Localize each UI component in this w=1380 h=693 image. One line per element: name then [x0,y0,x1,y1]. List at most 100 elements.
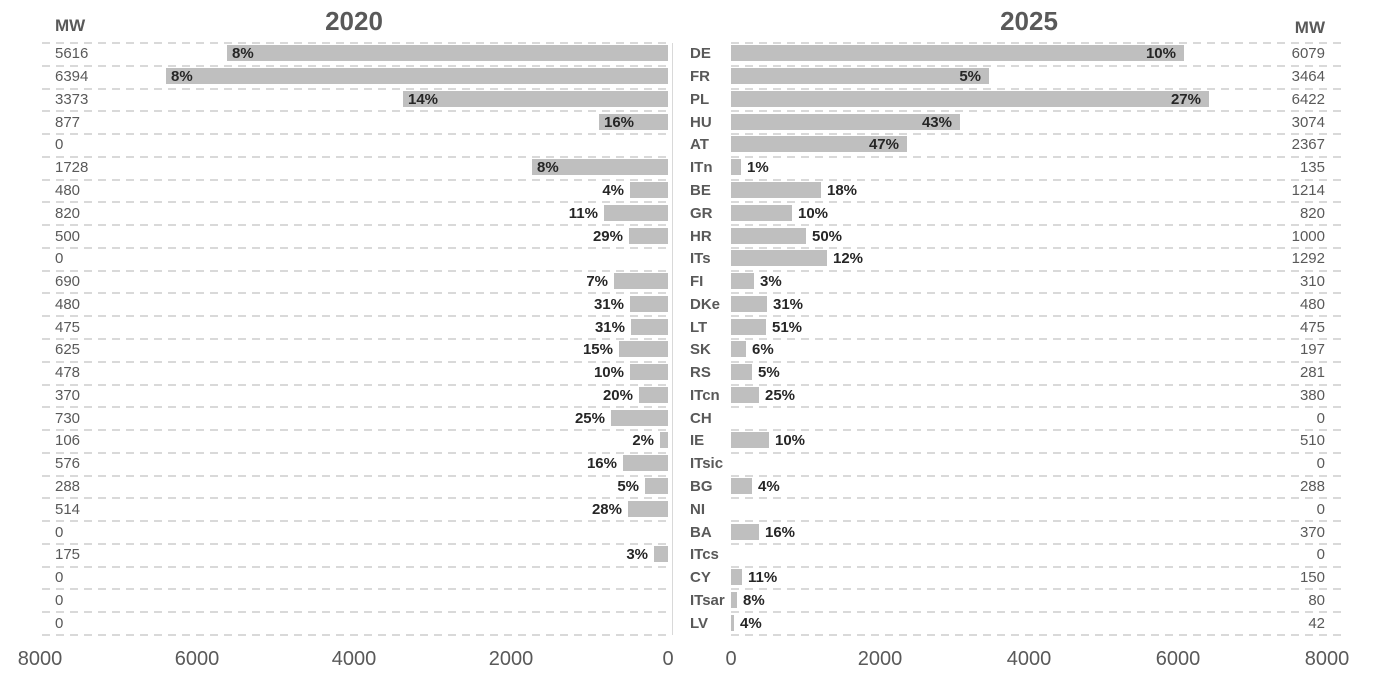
mw-value-2020-BE: 480 [55,182,81,199]
mw-value-2025-LT: 475 [1299,319,1325,336]
bar-2020-ITsic [623,455,668,471]
category-label-HR: HR [690,228,712,245]
gridline-right [731,634,1343,636]
gridline-right [731,201,1343,203]
gridline-right [731,338,1343,340]
gridline-right [731,179,1343,181]
category-label-ITcs: ITcs [690,546,719,563]
gridline-right [731,543,1343,545]
mw-value-2020-AT: 0 [55,136,64,153]
chart-title-2020: 2020 [325,6,383,36]
mw-value-2025-GR: 820 [1299,205,1325,222]
category-label-FR: FR [690,68,710,85]
category-label-PL: PL [690,91,710,108]
mw-value-2025-ITn: 135 [1299,159,1325,176]
pct-label-2025-ITcn: 25% [765,387,796,404]
mw-value-2020-GR: 820 [55,205,81,222]
pct-label-2025-GR: 10% [798,205,829,222]
pct-label-2025-CY: 11% [748,569,778,586]
gridline-left [42,179,672,181]
bar-2025-RS [731,364,752,380]
gridline-right [731,475,1343,477]
bar-2025-DKe [731,296,767,312]
bar-2025-BG [731,478,752,494]
mw-value-2025-FI: 310 [1299,273,1325,290]
pct-label-2025-BA: 16% [765,524,796,541]
mw-value-2020-CH: 730 [55,410,81,427]
pct-label-2025-LT: 51% [772,319,803,336]
bar-2020-FI [614,273,668,289]
category-label-BE: BE [690,182,711,199]
pct-label-2020-HR: 29% [592,228,623,245]
mw-value-2025-LV: 42 [1308,615,1325,632]
pct-label-2025-SK: 6% [752,341,774,358]
bar-2025-LT [731,319,766,335]
mw-value-2020-ITsic: 576 [55,455,81,472]
pct-label-2020-LT: 31% [594,319,625,336]
gridline-left [42,42,672,44]
bar-2020-BG [645,478,668,494]
mw-value-2020-SK: 625 [55,341,81,358]
gridline-left [42,270,672,272]
gridline-right [731,110,1343,112]
category-label-ITsic: ITsic [690,455,724,472]
gridline-left [42,611,672,613]
gridline-left [42,361,672,363]
gridline-left [42,475,672,477]
pct-label-2025-ITs: 12% [833,250,864,267]
mw-value-2020-DE: 5616 [55,45,89,62]
pct-label-2020-ITcn: 20% [602,387,633,404]
bar-2025-HR [731,228,806,244]
gridline-right [731,406,1343,408]
category-label-FI: FI [690,273,704,290]
pct-label-2025-HU: 43% [921,114,952,131]
x-tick-right-2000: 2000 [857,648,903,670]
gridline-left [42,292,672,294]
bar-2025-HU [731,114,960,130]
pct-label-2020-RS: 10% [593,364,624,381]
mw-value-2020-ITcs: 175 [55,546,81,563]
bar-2020-ITn [532,159,668,175]
gridline-left [42,88,672,90]
category-label-DKe: DKe [690,296,721,313]
bar-2020-PL [403,91,668,107]
pct-label-2020-FR: 8% [171,68,193,85]
category-label-NI: NI [690,501,705,518]
pct-label-2025-AT: 47% [868,136,899,153]
mw-unit-label-right: MW [1294,18,1325,37]
mw-value-2025-IE: 510 [1299,432,1325,449]
bar-2025-AT [731,136,907,152]
bar-2020-ITcs [654,546,668,562]
gridline-left [42,224,672,226]
bar-2025-ITn [731,159,741,175]
mw-value-2020-ITn: 1728 [55,159,89,176]
mw-value-2020-LV: 0 [55,615,64,632]
mw-value-2025-CY: 150 [1299,569,1325,586]
mw-unit-label-left: MW [55,16,86,35]
pct-label-2025-PL: 27% [1170,91,1201,108]
gridline-right [731,384,1343,386]
mw-value-2025-AT: 2367 [1291,136,1325,153]
x-tick-left-2000: 2000 [488,648,534,670]
gridline-right [731,497,1343,499]
x-tick-right-6000: 6000 [1155,648,1201,670]
category-label-IE: IE [690,432,705,449]
category-label-LT: LT [690,319,708,336]
bar-2025-BE [731,182,821,198]
bar-2020-HR [629,228,668,244]
mw-value-2025-ITs: 1292 [1291,250,1325,267]
mw-value-2020-NI: 514 [55,501,81,518]
bar-2020-FR [166,68,668,84]
mw-value-2025-DE: 6079 [1291,45,1325,62]
gridline-left [42,110,672,112]
category-label-RS: RS [690,364,711,381]
pct-label-2025-DKe: 31% [773,296,804,313]
mw-value-2025-SK: 197 [1299,341,1325,358]
mw-value-2020-CY: 0 [55,569,64,586]
mw-value-2020-ITsar: 0 [55,592,64,609]
bar-2025-FI [731,273,754,289]
mw-value-2020-ITs: 0 [55,250,64,267]
mw-value-2020-DKe: 480 [55,296,81,313]
bar-2020-DE [227,45,668,61]
chart-title-2025: 2025 [1000,6,1058,36]
